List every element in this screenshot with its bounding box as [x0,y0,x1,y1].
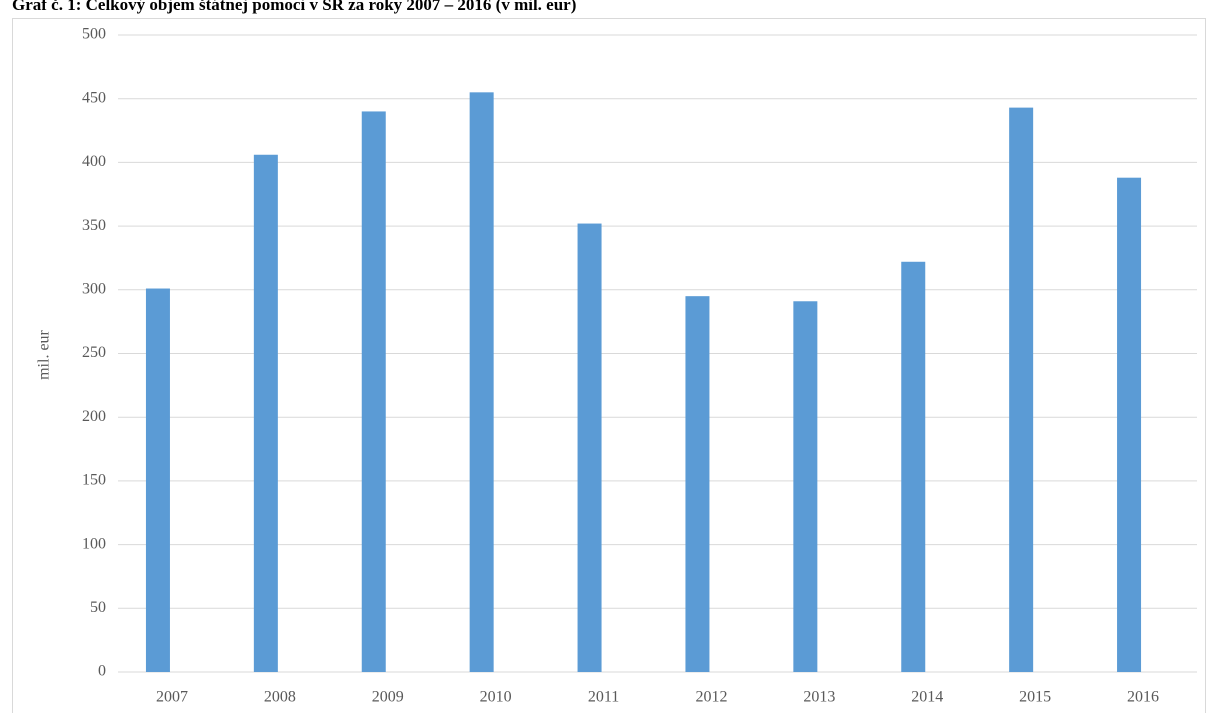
y-tick-label: 150 [82,472,106,489]
x-tick-label: 2011 [588,689,619,706]
bar [685,296,710,672]
bar [577,223,602,672]
bar [469,92,494,672]
y-tick-label: 400 [82,153,106,170]
y-tick-label: 300 [82,280,106,297]
bar [1117,177,1142,673]
y-axis-label: mil. eur [36,329,53,379]
y-tick-label: 500 [82,26,106,43]
bar [145,288,170,672]
y-tick-label: 450 [82,89,106,106]
y-tick-label: 50 [90,599,106,616]
x-tick-label: 2014 [911,689,943,706]
x-tick-label: 2016 [1127,689,1159,706]
bar [793,301,818,672]
y-tick-label: 200 [82,408,106,425]
x-tick-label: 2015 [1019,689,1051,706]
x-tick-label: 2007 [156,689,188,706]
bar [361,111,386,672]
bar [901,261,926,672]
y-tick-label: 350 [82,217,106,234]
x-tick-label: 2009 [372,689,404,706]
y-tick-label: 0 [98,663,106,680]
x-tick-label: 2012 [695,689,727,706]
y-tick-label: 250 [82,344,106,361]
x-tick-label: 2010 [480,689,512,706]
bar [253,154,278,673]
bar [1009,107,1034,673]
x-tick-label: 2013 [803,689,835,706]
chart-frame [12,18,1206,713]
x-tick-label: 2008 [264,689,296,706]
y-tick-label: 100 [82,535,106,552]
chart-title: Graf č. 1: Celkový objem štátnej pomoci … [12,0,576,14]
